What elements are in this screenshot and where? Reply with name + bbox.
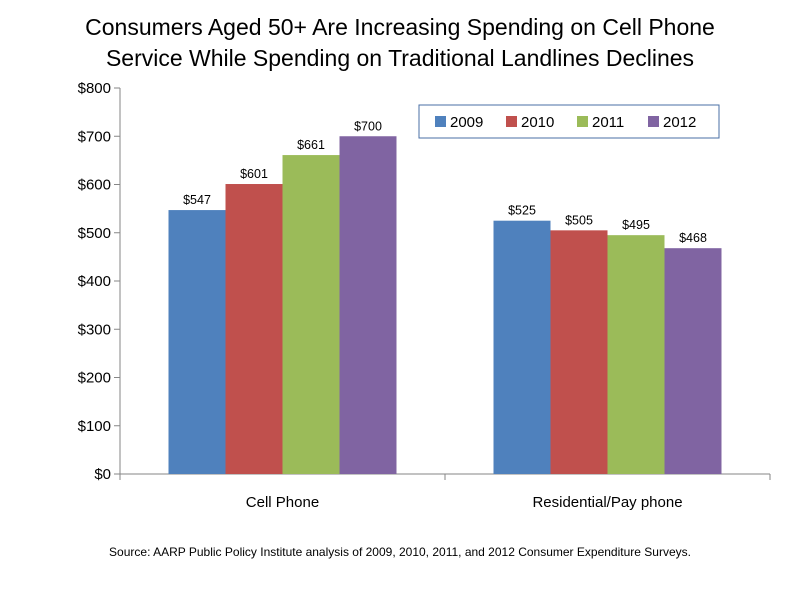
legend-swatch-2010 — [506, 116, 517, 127]
y-tick-label: $700 — [78, 128, 111, 145]
bar-2012 — [664, 248, 722, 474]
bar-value-label: $505 — [565, 213, 593, 227]
legend-swatch-2009 — [435, 116, 446, 127]
bar-value-label: $495 — [622, 218, 650, 232]
y-tick-label: $100 — [78, 418, 111, 435]
legend-label-2011: 2011 — [592, 114, 624, 131]
bar-2012 — [339, 136, 397, 474]
bar-2009 — [493, 220, 551, 474]
bar-value-label: $661 — [297, 138, 325, 152]
chart-legend: 2009 2010 2011 2012 — [418, 104, 720, 139]
bar-2011 — [607, 235, 665, 474]
y-tick-label: $500 — [78, 225, 111, 242]
y-tick-label: $300 — [78, 321, 111, 338]
y-tick-label: $800 — [78, 80, 111, 97]
y-tick-label: $400 — [78, 273, 111, 290]
source-note: Source: AARP Public Policy Institute ana… — [109, 545, 691, 559]
chart-title-line-2: Service While Spending on Traditional La… — [105, 45, 695, 71]
bar-value-label: $700 — [354, 119, 382, 133]
bar-2010 — [550, 230, 608, 474]
bar-2010 — [225, 184, 283, 474]
bar-value-label: $547 — [183, 193, 211, 207]
chart-title: Consumers Aged 50+ Are Increasing Spendi… — [0, 12, 800, 74]
chart-bars: $547 $525 $601 $505 $661 $495 $700 $468 — [168, 119, 722, 474]
legend-swatch-2011 — [577, 116, 588, 127]
legend-label-2009: 2009 — [450, 114, 483, 131]
legend-swatch-2012 — [648, 116, 659, 127]
bar-value-label: $525 — [508, 204, 536, 218]
x-category-label: Residential/Pay phone — [532, 494, 682, 511]
bar-2011 — [282, 155, 340, 474]
y-tick-label: $200 — [78, 370, 111, 387]
bar-2009 — [168, 210, 226, 474]
bar-value-label: $601 — [240, 167, 268, 181]
bar-value-label: $468 — [679, 231, 707, 245]
y-tick-label: $600 — [78, 177, 111, 194]
legend-label-2010: 2010 — [521, 114, 554, 131]
legend-label-2012: 2012 — [663, 114, 696, 131]
chart-title-line-1: Consumers Aged 50+ Are Increasing Spendi… — [85, 14, 715, 40]
x-category-label: Cell Phone — [246, 494, 319, 511]
legend-box — [418, 104, 720, 139]
y-tick-label: $0 — [94, 466, 111, 483]
chart-axes: $0 $100 $200 $300 $400 $500 $600 $700 $800 Cell P… — [78, 80, 771, 511]
